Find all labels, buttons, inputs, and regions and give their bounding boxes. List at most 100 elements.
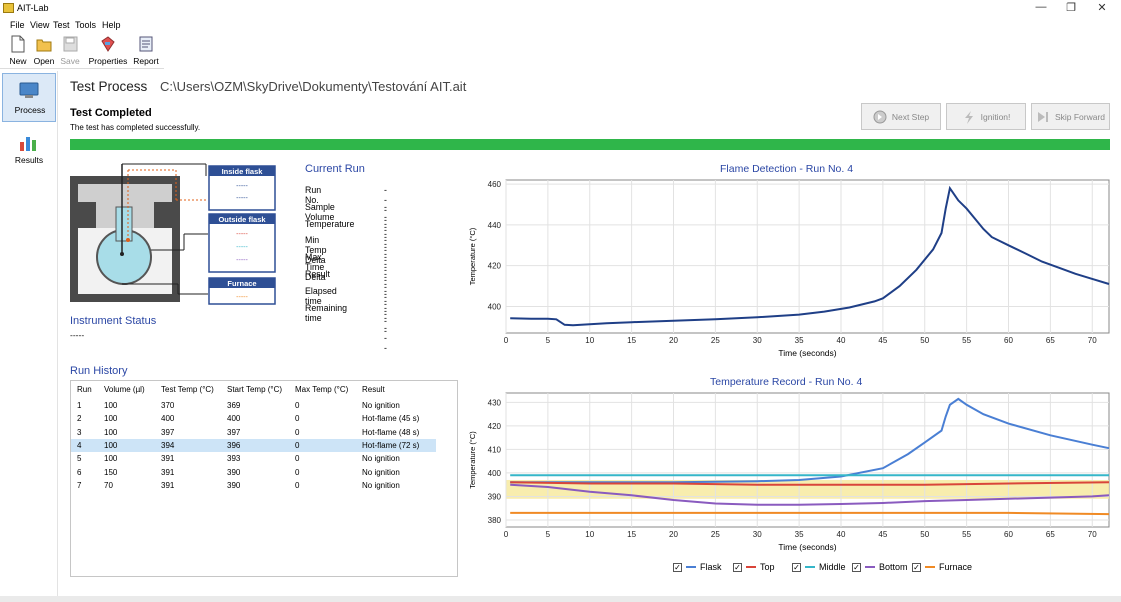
temperature-value: ----- bbox=[384, 218, 387, 269]
page-title: Test Process bbox=[70, 79, 148, 94]
table-cell: 393 bbox=[227, 454, 241, 464]
legend-furnace[interactable]: ✓ Furnace bbox=[912, 562, 972, 572]
table-row[interactable]: 2 100 400 400 0 Hot-flame (45 s) bbox=[71, 412, 436, 425]
menu-tools[interactable]: Tools bbox=[75, 20, 97, 30]
table-cell: 397 bbox=[161, 427, 175, 437]
outside-flask-top-value: ----- bbox=[236, 231, 248, 238]
temperature-chart-title: Temperature Record - Run No. 4 bbox=[710, 376, 863, 388]
outside-flask-label: Outside flask bbox=[218, 215, 266, 224]
table-cell: 391 bbox=[161, 467, 175, 477]
outside-flask-box: Outside flask ----- ----- ----- bbox=[208, 213, 276, 273]
menu-bar: File View Test Tools Help bbox=[0, 17, 1121, 33]
sidebar-item-process[interactable]: Process bbox=[2, 73, 56, 122]
legend-top[interactable]: ✓ Top bbox=[733, 562, 775, 572]
close-icon[interactable]: ✕ bbox=[1097, 2, 1107, 14]
table-cell: No ignition bbox=[362, 480, 400, 490]
table-cell: 0 bbox=[295, 401, 300, 410]
table-cell: 0 bbox=[295, 440, 300, 450]
table-row[interactable]: 3 100 397 397 0 Hot-flame (48 s) bbox=[71, 426, 436, 439]
column-header-start-temp[interactable]: Start Temp (°C) bbox=[227, 385, 283, 394]
report-button[interactable]: Report bbox=[132, 33, 160, 69]
legend-middle[interactable]: ✓ Middle bbox=[792, 562, 846, 572]
furnace-swatch bbox=[925, 566, 935, 568]
ignition-button[interactable]: Ignition! bbox=[946, 103, 1026, 130]
column-header-run[interactable]: Run bbox=[77, 385, 92, 394]
elapsed-time-label: Elapsed time bbox=[305, 285, 337, 306]
table-cell: 396 bbox=[227, 440, 241, 450]
sample-volume-label: Sample Volume bbox=[305, 201, 335, 222]
menu-file[interactable]: File bbox=[10, 20, 25, 30]
table-cell: 100 bbox=[104, 427, 118, 437]
table-row[interactable]: 1 100 370 369 0 No ignition bbox=[71, 399, 436, 412]
minimize-icon[interactable]: — bbox=[1035, 1, 1047, 13]
x-tick-label: 65 bbox=[1046, 336, 1055, 345]
next-step-button[interactable]: Next Step bbox=[861, 103, 941, 130]
apparatus-diagram: Inside flask ----- ----- Outside flask -… bbox=[70, 163, 276, 305]
x-tick-label: 20 bbox=[669, 336, 678, 345]
table-row[interactable]: 4 100 394 396 0 Hot-flame (72 s) bbox=[71, 438, 436, 452]
column-header-max-temp[interactable]: Max Temp (°C) bbox=[295, 385, 349, 394]
save-button[interactable]: Save bbox=[58, 33, 82, 69]
report-label: Report bbox=[133, 56, 159, 66]
x-tick-label: 60 bbox=[1004, 530, 1013, 539]
progress-fill bbox=[70, 139, 1110, 150]
title-bar: AIT-Lab — ❐ ✕ bbox=[0, 0, 1121, 17]
skip-forward-button[interactable]: Skip Forward bbox=[1031, 103, 1110, 130]
menu-view[interactable]: View bbox=[30, 20, 50, 30]
column-header-test-temp[interactable]: Test Temp (°C) bbox=[161, 385, 214, 394]
bar-chart-icon bbox=[20, 137, 36, 151]
middle-checkbox[interactable]: ✓ bbox=[792, 562, 801, 572]
legend-furnace-label: Furnace bbox=[939, 562, 973, 572]
legend-flask[interactable]: ✓ Flask bbox=[673, 562, 722, 572]
run-history-table[interactable]: Run Volume (µl) Test Temp (°C) Start Tem… bbox=[70, 380, 458, 577]
flask-checkbox[interactable]: ✓ bbox=[673, 562, 682, 572]
column-header-volume[interactable]: Volume (µl) bbox=[104, 385, 145, 394]
y-tick-label: 400 bbox=[488, 469, 502, 478]
table-cell: 2 bbox=[77, 414, 82, 424]
furnace-checkbox[interactable]: ✓ bbox=[912, 562, 921, 572]
column-header-result[interactable]: Result bbox=[362, 385, 385, 394]
bottom-checkbox[interactable]: ✓ bbox=[852, 562, 861, 572]
legend-bottom[interactable]: ✓ Bottom bbox=[852, 562, 908, 572]
table-cell: 370 bbox=[161, 401, 175, 410]
top-checkbox[interactable]: ✓ bbox=[733, 562, 742, 572]
report-icon bbox=[139, 36, 153, 52]
properties-button[interactable]: Properties bbox=[88, 33, 128, 69]
result-label: Result bbox=[305, 269, 330, 279]
table-cell: 0 bbox=[295, 467, 300, 477]
max-time-delta-value: ----- bbox=[384, 252, 387, 303]
new-button[interactable]: New bbox=[6, 33, 30, 69]
x-tick-label: 10 bbox=[585, 336, 594, 345]
menu-test[interactable]: Test bbox=[53, 20, 70, 30]
x-tick-label: 30 bbox=[753, 530, 762, 539]
new-label: New bbox=[9, 56, 27, 66]
progress-bar bbox=[70, 139, 1110, 150]
y-tick-label: 460 bbox=[488, 180, 502, 189]
x-tick-label: 5 bbox=[546, 336, 551, 345]
x-tick-label: 25 bbox=[711, 530, 720, 539]
x-tick-label: 45 bbox=[878, 336, 887, 345]
legend-bottom-label: Bottom bbox=[879, 562, 908, 572]
table-cell: 400 bbox=[227, 414, 241, 424]
x-tick-label: 70 bbox=[1088, 530, 1097, 539]
y-tick-label: 400 bbox=[488, 302, 502, 311]
table-cell: No ignition bbox=[362, 467, 400, 477]
x-tick-label: 35 bbox=[795, 336, 804, 345]
table-row[interactable]: 7 70 391 390 0 No ignition bbox=[71, 479, 436, 492]
x-tick-label: 40 bbox=[837, 336, 846, 345]
inside-flask-value-2: ----- bbox=[236, 195, 248, 202]
open-button[interactable]: Open bbox=[31, 33, 57, 69]
furnace-series-line bbox=[510, 511, 1110, 516]
sidebar-item-results[interactable]: Results bbox=[2, 129, 56, 173]
middle-swatch bbox=[805, 566, 815, 568]
legend-top-label: Top bbox=[760, 562, 775, 572]
restore-icon[interactable]: ❐ bbox=[1066, 2, 1076, 14]
table-row[interactable]: 5 100 391 393 0 No ignition bbox=[71, 452, 436, 465]
table-row[interactable]: 6 150 391 390 0 No ignition bbox=[71, 466, 436, 479]
menu-help[interactable]: Help bbox=[102, 20, 121, 30]
open-label[interactable]: Open bbox=[33, 56, 55, 66]
x-axis-label: Time (seconds) bbox=[778, 542, 836, 552]
skip-forward-icon bbox=[1037, 111, 1048, 122]
legend-middle-label: Middle bbox=[819, 562, 846, 572]
inside-flask-box: Inside flask ----- ----- bbox=[208, 165, 276, 211]
